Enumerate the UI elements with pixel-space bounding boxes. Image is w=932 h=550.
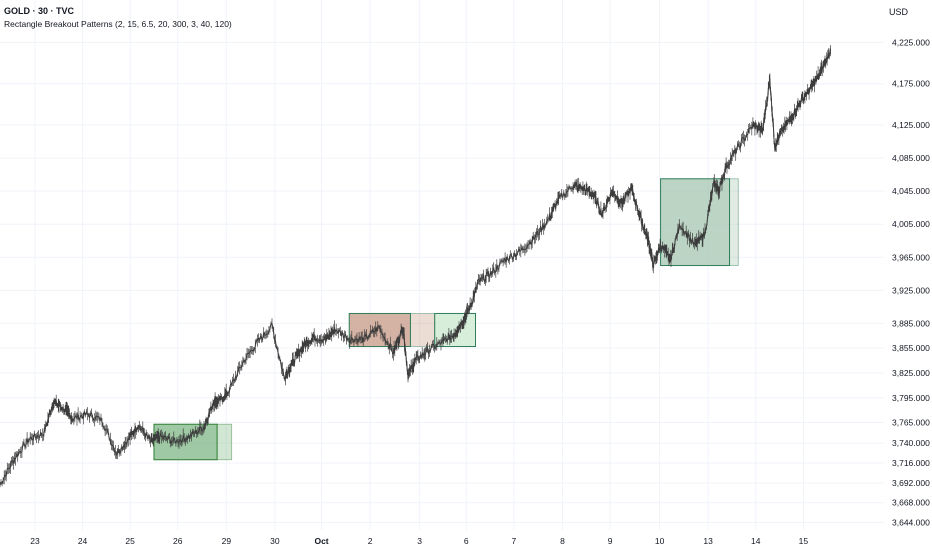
y-tick-label-16: 4,175.000	[892, 79, 930, 89]
x-tick-label-0: 23	[30, 536, 40, 546]
y-tick-label-4: 3,740.000	[892, 438, 930, 448]
time-axis[interactable]: 23 24 25 26 29 30 Oct 2 3 6 7 8 9 10 13 14 15	[30, 536, 808, 546]
y-tick-label-9: 3,885.000	[892, 318, 930, 328]
indicator-legend[interactable]: Rectangle Breakout Patterns (2, 15, 6.5,…	[4, 19, 232, 29]
y-tick-label-13: 4,045.000	[892, 186, 930, 196]
y-tick-label-2: 3,692.000	[892, 478, 930, 488]
y-tick-label-17: 4,225.000	[892, 37, 930, 47]
price-axis[interactable]: 3,644.000 3,668.000 3,692.000 3,716.000 3,74…	[892, 37, 930, 527]
y-tick-label-12: 4,005.000	[892, 219, 930, 229]
x-tick-label-14: 13	[703, 536, 713, 546]
y-tick-label-6: 3,795.000	[892, 393, 930, 403]
y-tick-label-7: 3,825.000	[892, 368, 930, 378]
y-tick-label-15: 4,125.000	[892, 120, 930, 130]
x-tick-label-1: 24	[78, 536, 88, 546]
y-tick-label-8: 3,855.000	[892, 343, 930, 353]
x-tick-label-16: 15	[799, 536, 809, 546]
pattern-extension-0	[216, 423, 233, 461]
x-tick-label-6: Oct	[314, 536, 328, 546]
y-tick-label-10: 3,925.000	[892, 285, 930, 295]
price-series	[0, 45, 831, 488]
x-tick-label-7: 2	[368, 536, 373, 546]
pattern-extension-1	[410, 313, 436, 347]
grid-lines	[0, 0, 884, 530]
y-tick-label-5: 3,765.000	[892, 418, 930, 428]
x-tick-label-3: 26	[173, 536, 183, 546]
rectangle-patterns	[153, 178, 739, 461]
x-tick-label-9: 6	[464, 536, 469, 546]
x-tick-label-10: 7	[512, 536, 517, 546]
y-tick-label-11: 3,965.000	[892, 252, 930, 262]
pattern-extension-3	[729, 178, 739, 266]
currency-label: USD	[888, 7, 908, 17]
x-tick-label-8: 3	[417, 536, 422, 546]
symbol-title[interactable]: GOLD · 30 · TVC	[4, 6, 75, 16]
x-tick-label-2: 25	[125, 536, 135, 546]
price-wicks	[0, 45, 831, 488]
x-tick-label-11: 8	[560, 536, 565, 546]
x-tick-label-12: 9	[608, 536, 613, 546]
y-tick-label-3: 3,716.000	[892, 458, 930, 468]
y-tick-label-1: 3,668.000	[892, 498, 930, 508]
x-tick-label-5: 30	[270, 536, 280, 546]
x-tick-label-13: 10	[655, 536, 665, 546]
y-tick-label-0: 3,644.000	[892, 518, 930, 528]
x-tick-label-15: 14	[751, 536, 761, 546]
price-line	[0, 50, 831, 485]
y-tick-label-14: 4,085.000	[892, 153, 930, 163]
x-tick-label-4: 29	[222, 536, 232, 546]
